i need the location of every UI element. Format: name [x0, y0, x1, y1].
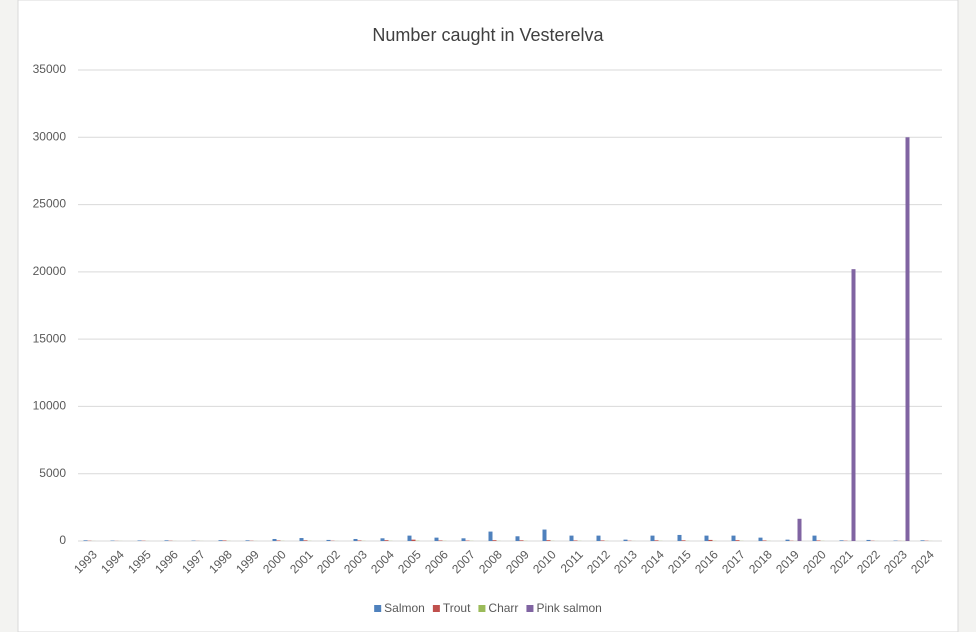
y-tick-label: 35000 — [33, 62, 67, 76]
bar — [272, 538, 277, 541]
legend-label: Charr — [488, 601, 518, 615]
bar — [600, 540, 605, 541]
bar — [650, 535, 655, 541]
legend-swatch — [478, 605, 486, 612]
legend-label: Salmon — [384, 601, 425, 615]
bar — [731, 535, 736, 541]
bar — [708, 539, 713, 541]
bar — [276, 540, 281, 541]
bar — [654, 540, 659, 541]
bar — [677, 534, 682, 541]
y-tick-label: 25000 — [33, 197, 67, 211]
bar — [303, 540, 308, 541]
bar — [380, 538, 385, 541]
legend-label: Trout — [443, 601, 471, 615]
bar — [546, 540, 551, 541]
bar — [222, 540, 227, 541]
bar — [137, 540, 142, 541]
legend-label: Pink salmon — [536, 601, 601, 615]
bar — [573, 540, 578, 541]
legend-swatch — [432, 605, 440, 612]
bar — [407, 535, 412, 541]
bar — [851, 269, 856, 541]
bar — [816, 540, 821, 541]
bar — [735, 540, 740, 541]
bar — [353, 538, 358, 541]
bar — [704, 535, 709, 541]
bar — [461, 538, 466, 541]
bar — [326, 539, 331, 541]
bar — [758, 537, 763, 541]
bar — [681, 540, 686, 541]
bar — [411, 539, 416, 541]
y-tick-label: 0 — [59, 533, 66, 547]
bar — [384, 540, 389, 541]
bar — [83, 540, 88, 541]
bar — [762, 540, 767, 541]
y-tick-label: 15000 — [33, 331, 67, 345]
bar — [542, 529, 547, 541]
bar — [866, 539, 871, 541]
bar — [569, 535, 574, 541]
bar — [596, 535, 601, 541]
bar — [218, 540, 223, 541]
y-tick-label: 5000 — [39, 466, 66, 480]
chart-area — [17, 0, 959, 632]
bar — [519, 540, 524, 541]
bar — [920, 540, 925, 541]
bar — [797, 518, 802, 541]
bar — [245, 540, 250, 541]
y-tick-label: 20000 — [33, 264, 67, 278]
bar — [438, 540, 443, 541]
legend-swatch — [526, 605, 534, 612]
bar — [812, 535, 817, 541]
y-tick-label: 30000 — [33, 129, 67, 143]
chart-title: Number caught in Vesterelva — [372, 25, 604, 45]
bar — [839, 540, 844, 541]
bar — [785, 539, 790, 541]
bar — [299, 538, 304, 541]
legend-swatch — [374, 605, 382, 612]
bar — [905, 137, 910, 542]
bar — [492, 540, 497, 541]
bar — [488, 531, 493, 541]
bar — [164, 540, 169, 541]
bar — [623, 539, 628, 541]
bar — [515, 536, 520, 541]
y-tick-label: 10000 — [33, 399, 67, 413]
bar — [434, 537, 439, 541]
bar — [357, 540, 362, 541]
